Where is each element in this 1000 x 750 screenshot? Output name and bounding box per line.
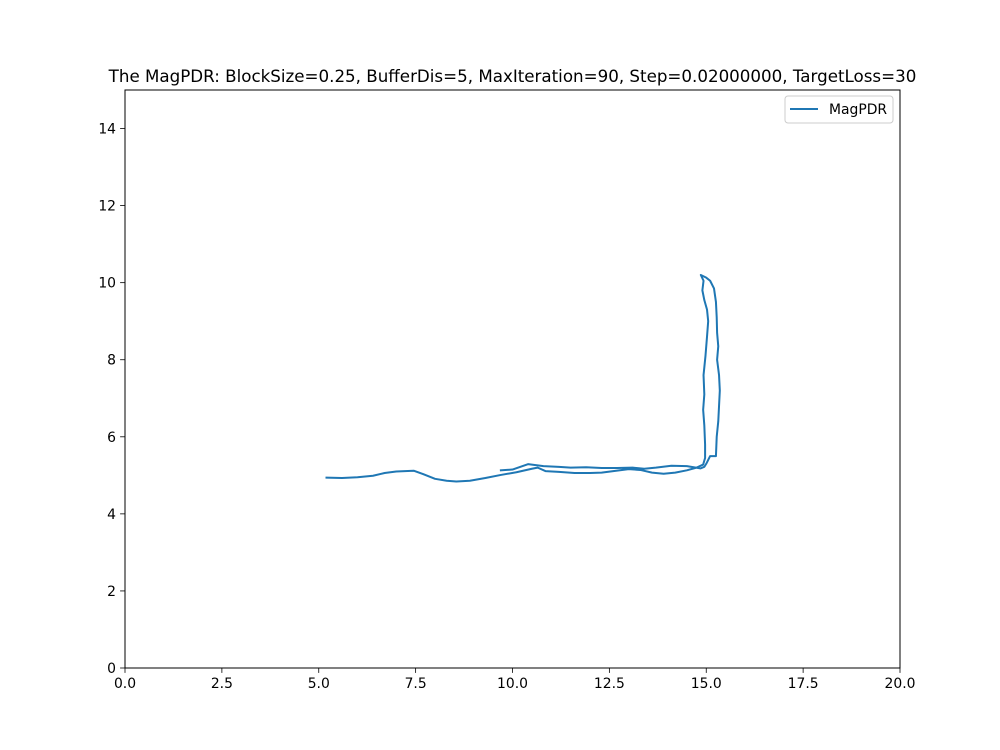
y-tick-label: 14	[98, 122, 116, 138]
x-axis-ticks: 0.0 2.5 5.0 7.5 10.0 12.5 15.0 17.5 20.0	[114, 668, 916, 692]
x-tick-label: 10.0	[497, 676, 528, 692]
x-tick-label: 15.0	[691, 676, 722, 692]
x-tick-label: 5.0	[308, 676, 330, 692]
y-tick-label: 8	[107, 353, 116, 369]
y-tick-label: 10	[98, 276, 116, 292]
legend-label-magpdr: MagPDR	[829, 102, 887, 118]
y-tick-label: 4	[107, 507, 116, 523]
y-axis-ticks: 0 2 4 6 8 10 12 14	[98, 122, 125, 677]
x-tick-label: 20.0	[885, 676, 916, 692]
y-tick-label: 12	[98, 199, 116, 215]
x-tick-label: 12.5	[594, 676, 625, 692]
series-layer	[325, 273, 721, 483]
plot-area-frame	[124, 89, 901, 669]
legend-box	[784, 95, 894, 124]
x-tick-label: 2.5	[211, 676, 233, 692]
x-tick-label: 0.0	[114, 676, 136, 692]
series-line-magpdr	[325, 273, 721, 483]
x-tick-label: 7.5	[405, 676, 427, 692]
chart-title: The MagPDR: BlockSize=0.25, BufferDis=5,…	[108, 66, 917, 86]
y-tick-label: 6	[107, 430, 116, 446]
y-tick-label: 2	[107, 584, 116, 600]
legend: MagPDR	[784, 95, 894, 124]
x-tick-label: 17.5	[788, 676, 819, 692]
y-tick-label: 0	[107, 661, 116, 677]
